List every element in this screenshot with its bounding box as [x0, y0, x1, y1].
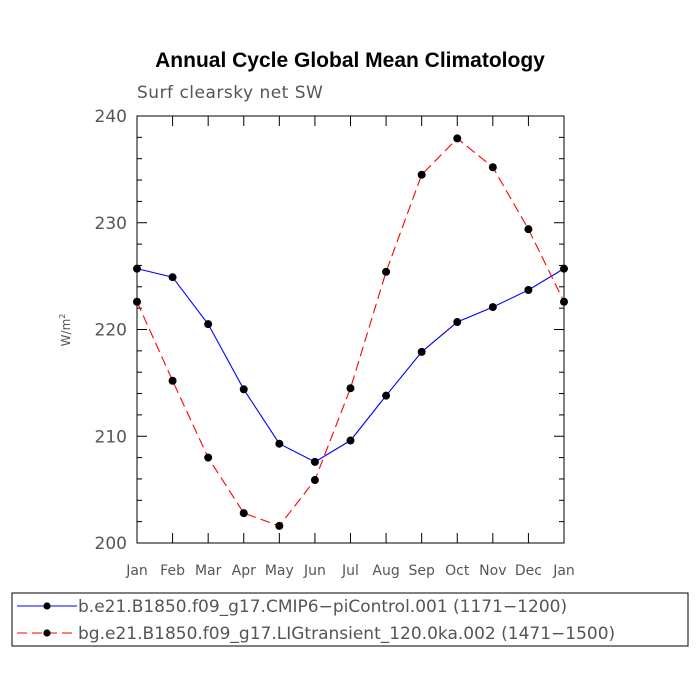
series-1-line [136, 268, 565, 463]
series-1-point [382, 391, 391, 400]
y-tick-label: 230 [95, 214, 127, 234]
series-2-point [168, 376, 177, 385]
series-2-point [417, 170, 426, 179]
legend-label-series-1: b.e21.B1850.f09_g17.CMIP6−piControl.001 … [78, 597, 567, 617]
series-1-point [524, 286, 533, 295]
series-2-point [560, 297, 568, 306]
series-1-point [310, 457, 319, 466]
x-tick-label: Nov [479, 563, 506, 579]
series-2-point [239, 509, 248, 518]
y-tick-label: 220 [95, 321, 127, 341]
x-tick-label: Aug [372, 563, 399, 579]
legend-box [11, 592, 689, 647]
chart-subtitle: Surf clearsky net SW [137, 83, 323, 103]
series-2-point [204, 453, 213, 462]
x-tick-labels: Jan Feb Mar Apr May Jun Jul Aug Sep Oct Nov Dec Jan [125, 563, 575, 579]
x-tick-label: Jan [552, 563, 575, 579]
series-2-point [275, 521, 284, 530]
series-1-point [346, 436, 355, 445]
x-tick-label: Jan [125, 563, 148, 579]
legend-label-series-2: bg.e21.B1850.f09_g17.LIGtransient_120.0k… [78, 624, 615, 644]
series-1-point [275, 439, 284, 448]
series-2-point [133, 297, 141, 306]
series-1-point [204, 320, 213, 329]
x-tick-label: Jul [341, 563, 359, 579]
series-1-point [453, 318, 462, 327]
series-2-point [310, 476, 319, 485]
series-1-point [417, 347, 426, 356]
series-2-line [136, 137, 565, 527]
series-lines [136, 137, 565, 527]
legend: b.e21.B1850.f09_g17.CMIP6−piControl.001 … [11, 592, 689, 647]
axis-ticks [136, 115, 565, 544]
y-tick-label: 240 [95, 107, 127, 127]
series-1-point [239, 385, 248, 394]
x-tick-label: May [265, 563, 294, 579]
y-axis-label: W/m2 [58, 314, 73, 347]
series-2-point [488, 163, 497, 172]
series-2-point [382, 267, 391, 276]
legend-marker-series-1 [43, 602, 51, 610]
y-tick-labels: 200 210 220 230 240 [95, 107, 127, 554]
x-tick-label: Oct [445, 563, 470, 579]
x-tick-label: Dec [515, 563, 542, 579]
y-tick-label: 210 [95, 427, 127, 447]
x-tick-label: Feb [160, 563, 185, 579]
series-2-point [346, 384, 355, 393]
x-tick-label: Apr [232, 563, 256, 579]
series-markers [133, 134, 568, 530]
series-2-point [524, 225, 533, 234]
x-tick-label: Mar [195, 563, 222, 579]
series-1-point [488, 303, 497, 312]
x-tick-label: Sep [408, 563, 435, 579]
chart-title: Annual Cycle Global Mean Climatology [155, 49, 545, 72]
series-1-point [560, 264, 568, 273]
series-1-point [168, 273, 177, 282]
series-1-point [133, 264, 141, 273]
y-tick-label: 200 [95, 534, 127, 554]
legend-marker-series-2 [43, 629, 51, 637]
x-tick-label: Jun [303, 563, 326, 579]
series-2-point [453, 134, 462, 143]
